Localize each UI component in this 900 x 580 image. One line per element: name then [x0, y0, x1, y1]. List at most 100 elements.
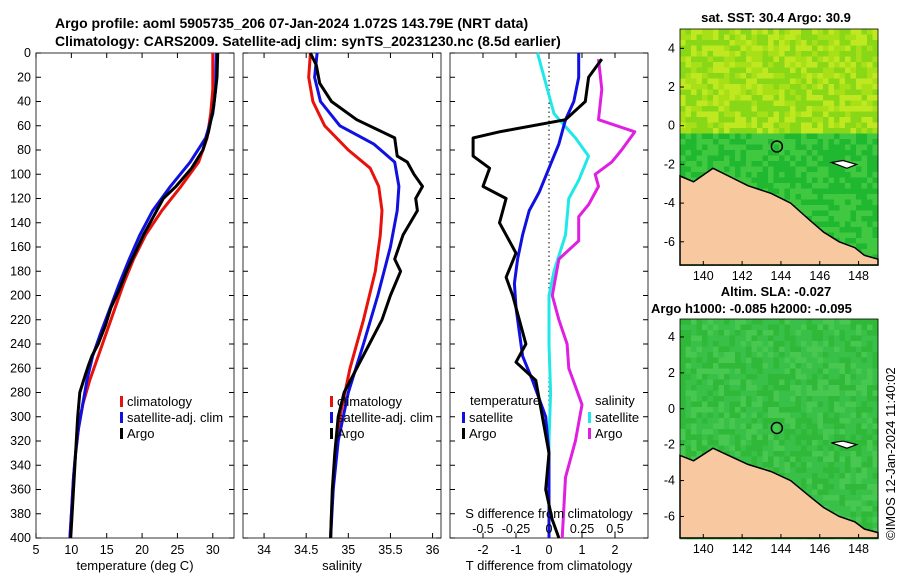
sea-cell: [691, 341, 697, 347]
sea-cell: [850, 451, 857, 457]
sea-cell: [861, 238, 868, 244]
sea-cell: [724, 319, 730, 325]
sea-cell: [839, 407, 846, 413]
legend-t-argo-label: Argo: [469, 426, 496, 441]
sea-cell: [806, 183, 813, 189]
sea-cell: [839, 100, 846, 107]
sea-cell: [784, 407, 791, 413]
sea-cell: [867, 418, 873, 424]
sea-cell: [872, 122, 879, 129]
sea-cell: [806, 100, 813, 107]
sea-cell: [856, 139, 862, 145]
sea-cell: [845, 133, 851, 140]
sea-cell: [872, 368, 879, 375]
sea-cell: [867, 133, 873, 140]
sea-cell: [850, 396, 857, 402]
sea-cell: [812, 133, 818, 140]
sea-cell: [823, 194, 829, 200]
s-argo-line: [550, 58, 637, 539]
sea-cell: [867, 445, 873, 452]
sea-cell: [856, 51, 862, 57]
sea-cell: [817, 390, 824, 397]
sea-cell: [768, 177, 774, 184]
sea-cell: [856, 495, 862, 501]
sea-cell: [751, 45, 758, 52]
lon-tick-label: 144: [771, 269, 792, 283]
sea-cell: [856, 161, 862, 167]
sea-cell: [757, 324, 763, 331]
sea-cell: [685, 67, 692, 74]
sea-cell: [872, 221, 879, 228]
sea-cell: [707, 34, 714, 41]
sea-cell: [740, 111, 747, 118]
y-tick-label: 280: [10, 386, 31, 400]
sea-cell: [806, 56, 813, 63]
sea-cell: [757, 440, 763, 446]
sea-cell: [696, 67, 703, 74]
sea-cell: [707, 150, 714, 156]
sea-cell: [828, 150, 835, 156]
sea-cell: [768, 379, 774, 386]
sea-cell: [718, 40, 725, 46]
sea-cell: [724, 385, 730, 391]
sea-cell: [685, 139, 692, 145]
sea-cell: [680, 341, 686, 347]
sea-cell: [795, 199, 802, 206]
sea-cell: [861, 194, 868, 200]
sea-cell: [735, 155, 741, 162]
sea-cell: [757, 183, 763, 189]
sea-cell: [729, 73, 736, 79]
sea-cell: [850, 62, 857, 68]
sea-cell: [845, 368, 851, 375]
sea-cell: [872, 445, 879, 452]
sea-cell: [685, 330, 692, 336]
sea-cell: [823, 379, 829, 386]
sea-cell: [872, 78, 879, 85]
sea-cell: [828, 423, 835, 430]
sea-cell: [834, 434, 840, 441]
sea-cell: [845, 227, 851, 233]
sea-cell: [724, 150, 730, 156]
sea-cell: [856, 346, 862, 353]
sea-cell: [768, 89, 774, 96]
sea-cell: [801, 177, 807, 184]
sea-cell: [762, 177, 769, 184]
sea-cell: [801, 418, 807, 424]
sea-cell: [773, 166, 780, 173]
sea-cell: [845, 423, 851, 430]
sea-cell: [751, 379, 758, 386]
sea-cell: [702, 139, 708, 145]
sea-cell: [691, 324, 697, 331]
sea-cell: [757, 89, 763, 96]
sea-cell: [729, 34, 736, 41]
sea-cell: [861, 144, 868, 151]
sea-cell: [702, 390, 708, 397]
sea-cell: [823, 330, 829, 336]
sea-cell: [746, 67, 752, 74]
sea-cell: [768, 445, 774, 452]
sea-cell: [762, 144, 769, 151]
sea-cell: [740, 45, 747, 52]
lon-tick-label: 146: [809, 542, 830, 556]
sea-cell: [801, 335, 807, 342]
sea-cell: [724, 412, 730, 419]
sea-cell: [834, 335, 840, 342]
sea-cell: [746, 445, 752, 452]
sea-cell: [867, 106, 873, 112]
sea-cell: [801, 412, 807, 419]
sea-cell: [806, 73, 813, 79]
sea-cell: [790, 324, 796, 331]
sea-cell: [707, 363, 714, 369]
sea-cell: [696, 166, 703, 173]
sea-cell: [823, 335, 829, 342]
sea-cell: [861, 357, 868, 364]
sea-cell: [823, 352, 829, 358]
sea-cell: [828, 172, 835, 178]
sea-cell: [790, 139, 796, 145]
sea-cell: [839, 451, 846, 457]
sea-cell: [795, 462, 802, 468]
sea-cell: [740, 73, 747, 79]
legend-climatology-label: climatology: [337, 394, 403, 409]
sea-cell: [828, 183, 835, 189]
sea-cell: [839, 34, 846, 41]
